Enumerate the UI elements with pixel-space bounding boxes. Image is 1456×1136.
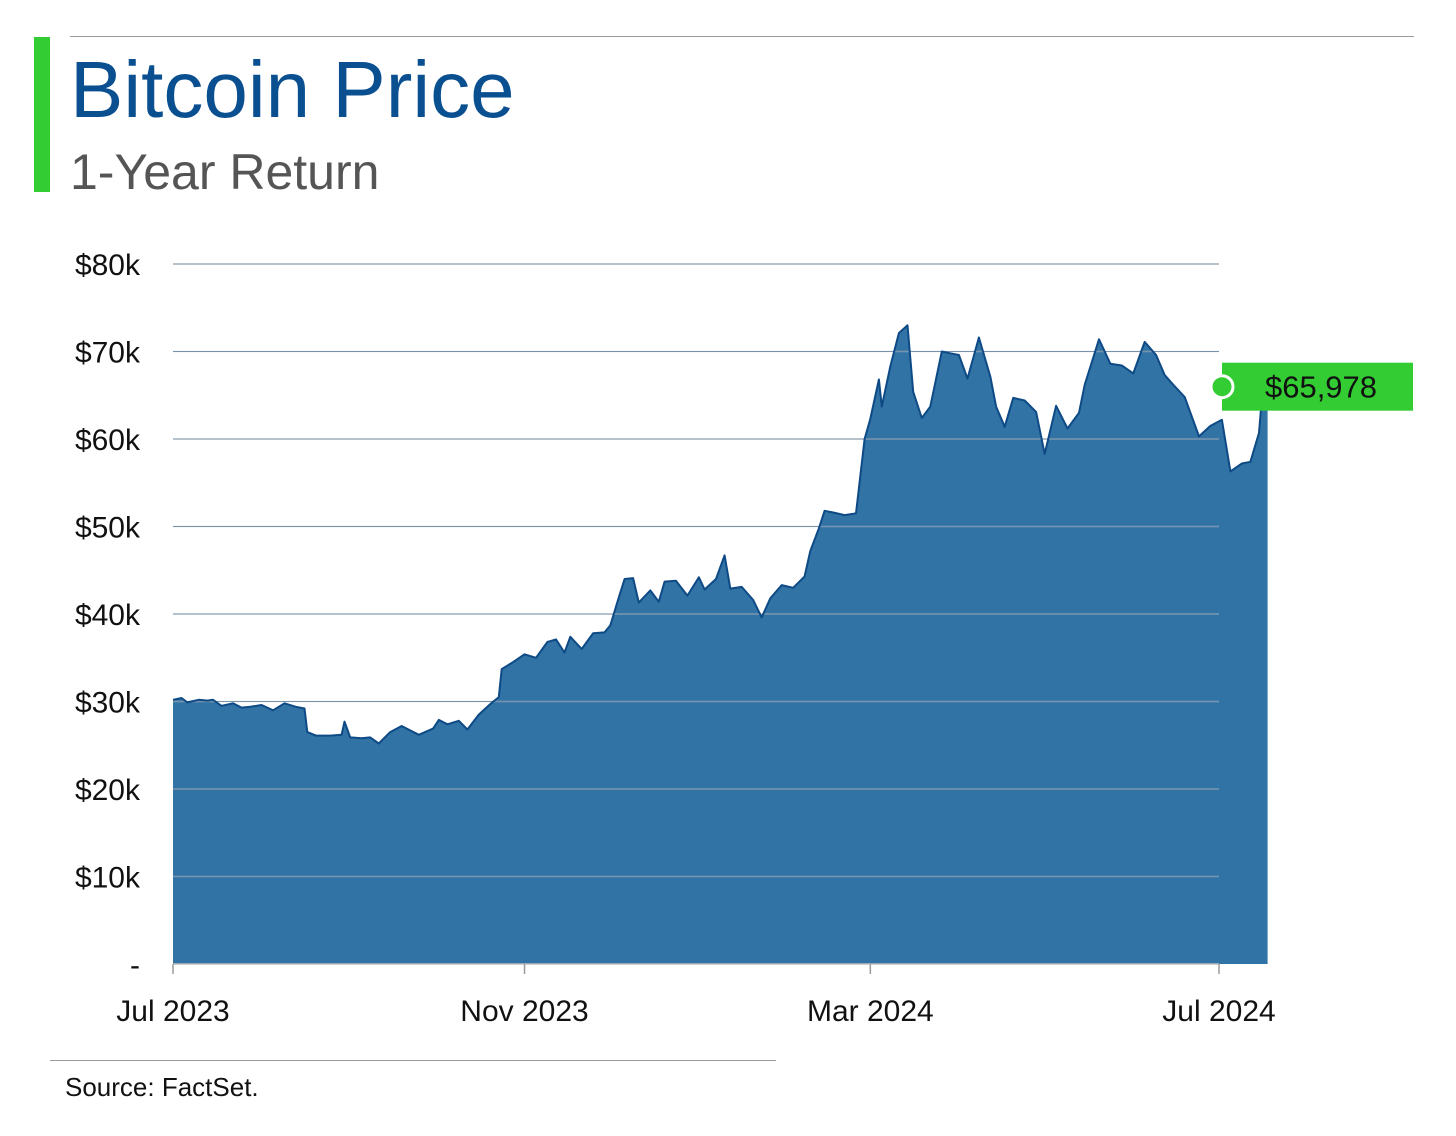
x-tick-label: Mar 2024 (807, 995, 934, 1028)
y-tick-label: - (130, 949, 140, 982)
last-value-callout (1222, 362, 1413, 411)
x-tick-label: Jul 2023 (116, 995, 229, 1028)
gridlines (173, 263, 1219, 878)
top-divider (70, 36, 1414, 37)
y-tick-label: $70k (75, 337, 141, 370)
y-tick-label: $30k (75, 687, 141, 720)
y-tick-label: $50k (75, 512, 141, 545)
title-accent-bar (34, 37, 50, 192)
y-tick-label: $10k (75, 862, 141, 895)
x-axis-ticks: Jul 2023 Nov 2023 Mar 2024 Jul 2024 (116, 964, 1276, 1028)
chart-title: Bitcoin Price (70, 45, 515, 134)
last-value-marker (1209, 374, 1235, 400)
source-divider (50, 1060, 776, 1061)
chart-subtitle: 1-Year Return (70, 144, 380, 200)
last-value-label: $65,978 (1265, 370, 1377, 405)
x-tick-label: Nov 2023 (460, 995, 588, 1028)
source-note: Source: FactSet. (65, 1072, 259, 1102)
price-area (173, 325, 1268, 964)
y-tick-label: $80k (75, 249, 141, 282)
price-line (172, 324, 1269, 745)
y-tick-label: $20k (75, 774, 141, 807)
y-axis-ticks: - $10k $20k $30k $40k $50k $60k $70k $80k (75, 249, 141, 982)
x-tick-label: Jul 2024 (1162, 995, 1275, 1028)
y-tick-label: $60k (75, 424, 141, 457)
y-tick-label: $40k (75, 599, 141, 632)
